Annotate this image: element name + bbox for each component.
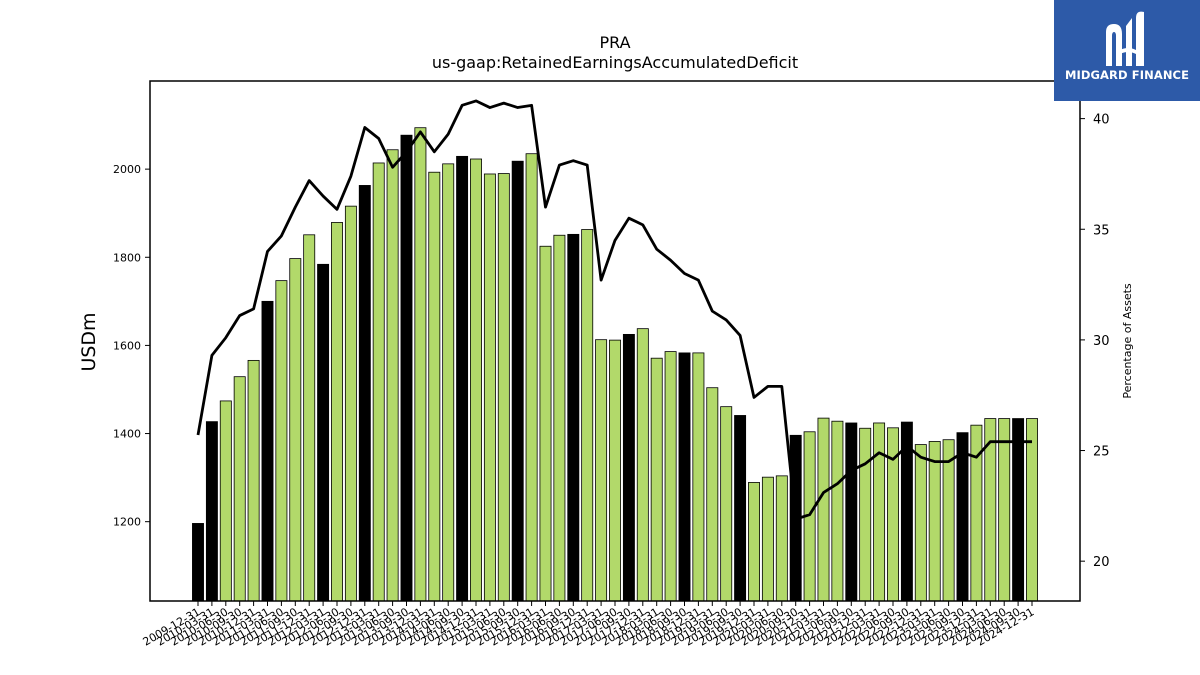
bar-2022-03-31 bbox=[873, 422, 886, 602]
bar-2019-12-31 bbox=[748, 482, 760, 602]
bar-2015-06-30 bbox=[497, 173, 510, 602]
bar-2014-09-30 bbox=[456, 155, 469, 602]
y2-axis-ticks: 20 25 30 35 40 bbox=[1080, 113, 1110, 570]
bar-2024-09-30 bbox=[1012, 418, 1025, 602]
bar-2012-03-31 bbox=[317, 263, 330, 602]
x-axis-ticks: 2009-12-312010-03-312010-06-302010-09-30… bbox=[141, 601, 1037, 649]
bar-2013-06-30 bbox=[386, 149, 399, 602]
bar-2021-09-30 bbox=[845, 422, 858, 602]
bar-2009-12-31 bbox=[192, 523, 204, 602]
bar-2021-12-31 bbox=[859, 427, 872, 602]
bar-2011-09-30 bbox=[289, 258, 302, 602]
bar-2014-03-31 bbox=[428, 171, 441, 602]
percentage-of-assets-line bbox=[196, 99, 1032, 521]
bar-2012-09-30 bbox=[344, 205, 357, 602]
chart-subtitle: us-gaap:RetainedEarningsAccumulatedDefic… bbox=[432, 53, 798, 72]
bar-2011-06-30 bbox=[275, 280, 288, 602]
y-tick-label: 1600 bbox=[113, 339, 141, 352]
bar-2018-12-31 bbox=[692, 352, 705, 602]
plot-frame bbox=[149, 80, 1081, 602]
bar-2014-06-30 bbox=[442, 163, 455, 602]
bar-2015-09-30 bbox=[511, 160, 524, 602]
bar-2010-03-31 bbox=[205, 421, 218, 602]
bar-2018-09-30 bbox=[678, 352, 691, 602]
midgard-finance-logo: MIDGARD FINANCE bbox=[1054, 0, 1200, 101]
bar-2023-06-30 bbox=[942, 439, 955, 602]
bar-2019-09-30 bbox=[734, 415, 747, 602]
bar-2021-03-31 bbox=[817, 417, 830, 602]
bar-2016-03-31 bbox=[539, 245, 552, 602]
y-tick-label: 1800 bbox=[113, 251, 141, 264]
y2-tick-label: 25 bbox=[1093, 445, 1110, 460]
bar-2023-03-31 bbox=[928, 441, 941, 602]
bar-2021-06-30 bbox=[831, 420, 844, 602]
y-axis-ticks: 1200 1400 1600 1800 2000 bbox=[113, 163, 150, 529]
bar-2022-12-31 bbox=[914, 444, 927, 602]
percentage-line bbox=[196, 99, 1032, 521]
bar-2016-12-31 bbox=[581, 229, 594, 602]
y2-axis-label: Percentage of Assets bbox=[1121, 283, 1134, 399]
bar-2024-12-31 bbox=[1026, 418, 1038, 602]
bar-2020-03-31 bbox=[761, 476, 774, 602]
bar-2019-06-30 bbox=[720, 406, 733, 602]
bar-2020-06-30 bbox=[775, 475, 788, 602]
bar-2017-03-31 bbox=[595, 339, 608, 602]
y-tick-label: 1200 bbox=[113, 516, 141, 529]
bar-2016-09-30 bbox=[567, 233, 580, 602]
y-tick-label: 1400 bbox=[113, 428, 141, 441]
y-tick-label: 2000 bbox=[113, 163, 141, 176]
bar-2016-06-30 bbox=[553, 234, 566, 602]
bar-2015-12-31 bbox=[525, 153, 538, 602]
bar-2013-03-31 bbox=[372, 162, 385, 602]
logo-text: MIDGARD FINANCE bbox=[1064, 68, 1190, 82]
bar-2019-03-31 bbox=[706, 387, 719, 602]
bar-2017-06-30 bbox=[609, 339, 621, 602]
bar-2010-09-30 bbox=[233, 376, 246, 602]
bar-2011-12-31 bbox=[303, 234, 316, 602]
y2-tick-label: 20 bbox=[1093, 555, 1110, 570]
bars bbox=[192, 127, 1038, 602]
bar-2018-06-30 bbox=[664, 351, 677, 602]
bar-2010-06-30 bbox=[219, 400, 232, 602]
y2-tick-label: 40 bbox=[1093, 113, 1110, 128]
bar-2011-03-31 bbox=[261, 300, 274, 602]
y2-tick-label: 35 bbox=[1093, 223, 1110, 238]
chart-title: PRA bbox=[599, 33, 630, 52]
bar-2012-12-31 bbox=[358, 185, 371, 602]
y-axis-label: USDm bbox=[78, 312, 100, 371]
bar-2015-03-31 bbox=[483, 173, 496, 602]
y2-tick-label: 30 bbox=[1093, 334, 1110, 349]
logo-mark-icon bbox=[1106, 11, 1144, 67]
bar-2010-12-31 bbox=[247, 359, 260, 602]
bar-2024-06-30 bbox=[998, 418, 1011, 602]
bar-2014-12-31 bbox=[470, 158, 482, 602]
bar-2013-12-31 bbox=[414, 127, 427, 602]
bar-2017-12-31 bbox=[636, 328, 649, 602]
bar-2017-09-30 bbox=[622, 333, 635, 602]
bar-2012-06-30 bbox=[331, 222, 343, 602]
bar-2018-03-31 bbox=[650, 357, 663, 602]
bar-2023-09-30 bbox=[956, 432, 969, 602]
bar-2013-09-30 bbox=[400, 134, 413, 602]
